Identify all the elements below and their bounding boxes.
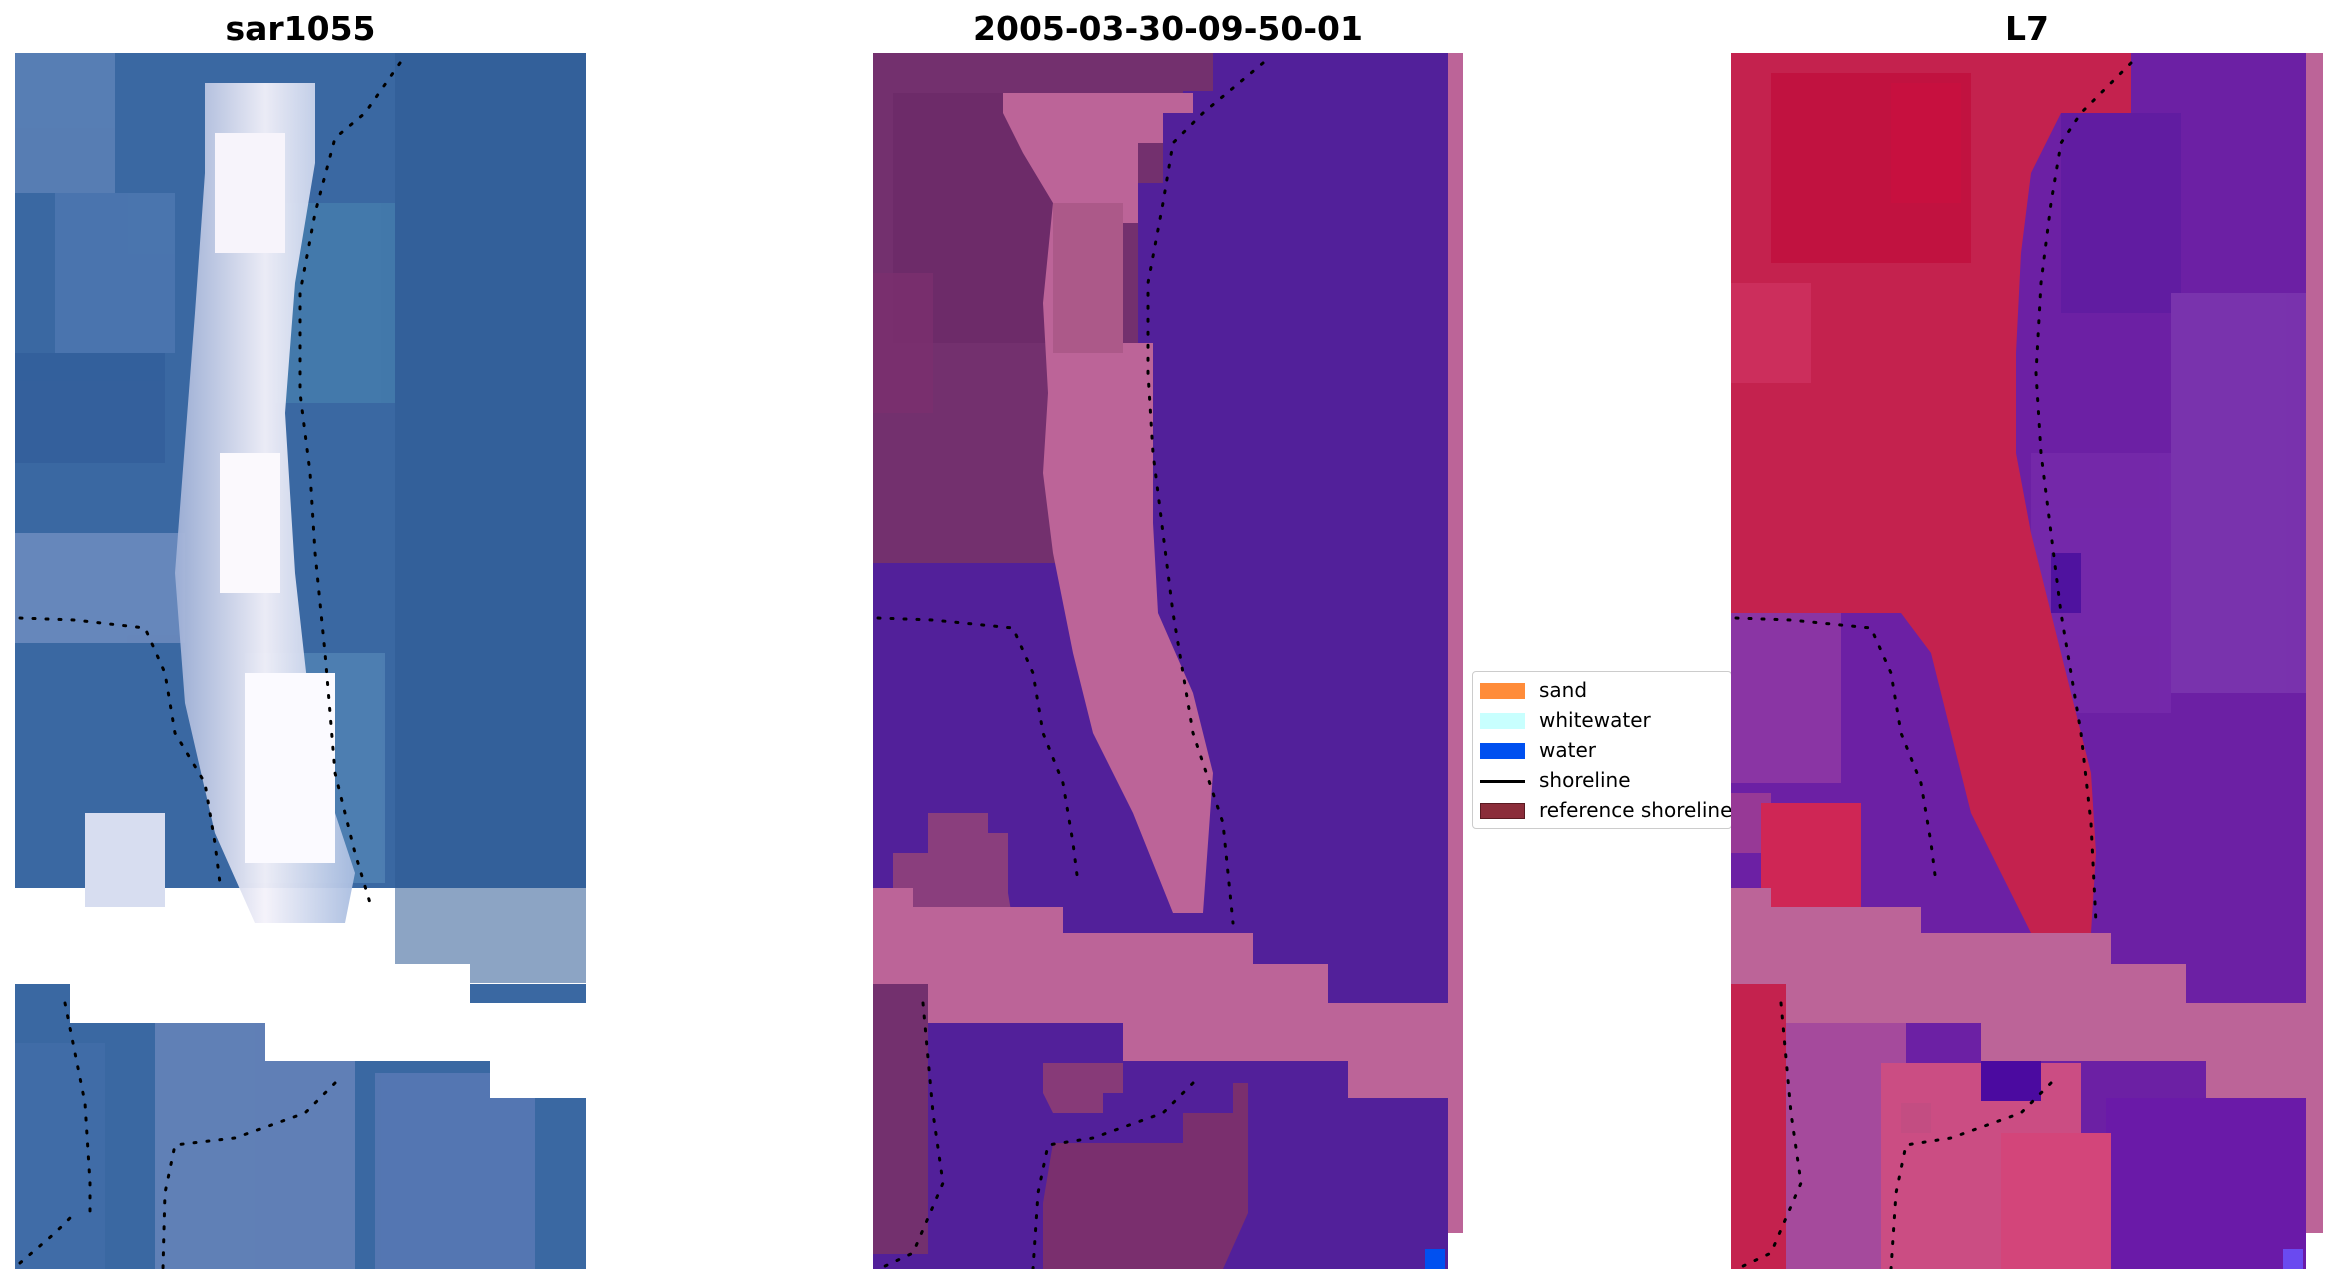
legend: sand whitewater water shoreline referenc… [1472,671,1732,829]
index-land [1731,53,2131,933]
class-beach-strip [1003,93,1213,913]
rgb-sandbar [85,83,355,955]
class-bottom-land [873,984,1248,1269]
index-panel [1731,53,2323,1269]
legend-label-whitewater: whitewater [1539,708,1651,732]
classification-panel [873,53,1463,1269]
legend-swatch-reference-shoreline [1480,803,1525,819]
rgb-nodata-gap [15,888,586,1098]
legend-label-reference-shoreline: reference shoreline [1539,798,1732,822]
legend-item-whitewater: whitewater [1473,704,1731,734]
legend-item-reference-shoreline: reference shoreline [1473,794,1732,824]
class-small-patch [893,813,1013,923]
index-nodata-band [1731,53,2323,1233]
legend-label-water: water [1539,738,1596,762]
legend-swatch-whitewater [1480,713,1525,729]
panel-title-classification: 2005-03-30-09-50-01 [973,9,1363,48]
panel-title-rgb: sar1055 [225,9,376,48]
legend-item-shoreline: shoreline [1473,764,1731,794]
class-water-pixel [1425,1249,1445,1269]
legend-label-sand: sand [1539,678,1588,702]
index-edge-pixel [2283,1249,2303,1269]
legend-item-water: water [1473,734,1731,764]
class-nodata-band [873,53,1463,1233]
rgb-image-panel [15,53,586,1269]
legend-label-shoreline: shoreline [1539,768,1631,792]
rgb-shoreline [18,61,402,1269]
legend-swatch-sand [1480,683,1525,699]
legend-item-sand: sand [1473,674,1731,704]
class-shoreline [876,61,1265,1269]
index-bottom-area [1731,984,2306,1269]
legend-line-shoreline [1480,780,1525,783]
legend-swatch-water [1480,743,1525,759]
panel-title-index: L7 [2005,9,2049,48]
index-shoreline [1734,61,2133,1269]
